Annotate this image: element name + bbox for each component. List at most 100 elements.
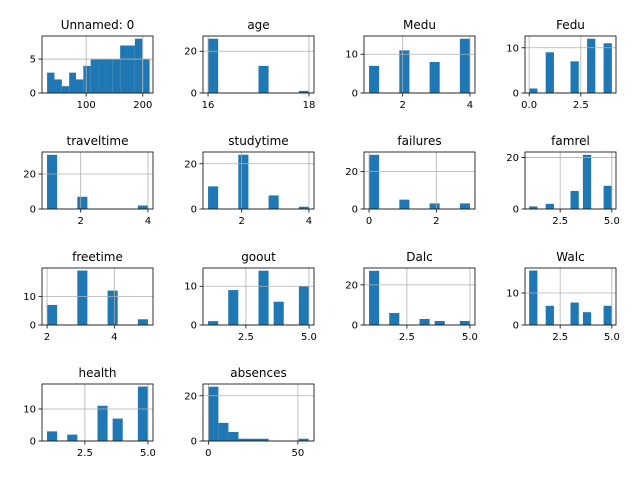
y-tick-label: 20 — [506, 153, 519, 164]
x-tick-label: 2 — [433, 216, 439, 227]
subplot-title: Dalc — [406, 250, 433, 264]
histogram-bar — [434, 320, 445, 325]
y-tick-label: 20 — [184, 159, 197, 170]
x-tick-label: 2.5 — [573, 100, 589, 111]
y-tick-label: 0 — [30, 205, 36, 216]
x-tick-label: 2 — [238, 216, 244, 227]
y-tick-label: 10 — [506, 288, 519, 299]
y-tick-label: 0 — [352, 321, 358, 332]
histogram-bar — [112, 59, 121, 93]
histogram-bar — [459, 320, 470, 325]
x-tick-label: 5.0 — [301, 332, 317, 343]
subplot-fedu: Fedu 0.0 2.5 0 10 — [506, 18, 617, 111]
histogram-bar — [545, 305, 554, 325]
y-tick-label: 0 — [191, 321, 197, 332]
x-tick-label: 5.0 — [604, 216, 620, 227]
subplot-walc: Walc 2.5 5.0 0 10 — [506, 250, 620, 343]
histogram-bar — [228, 431, 239, 441]
y-tick-label: 0 — [191, 89, 197, 100]
y-tick-label: 0 — [352, 205, 358, 216]
y-tick-label: 10 — [506, 43, 519, 54]
histogram-bar — [208, 386, 219, 441]
histogram-bar — [529, 88, 538, 93]
x-tick-label: 2 — [77, 216, 83, 227]
histogram-bar — [389, 312, 400, 325]
histogram-bar — [83, 65, 91, 93]
histogram-bar — [587, 38, 596, 93]
histogram-bar — [67, 434, 78, 441]
histogram-bar — [97, 405, 108, 441]
axes-frame — [202, 151, 315, 210]
y-tick-label: 0 — [513, 321, 519, 332]
y-tick-label: 5 — [30, 55, 36, 66]
histogram-bar — [134, 38, 143, 93]
histogram-bar — [75, 79, 84, 93]
y-tick-label: 20 — [345, 167, 358, 178]
histogram-bar — [273, 301, 284, 325]
histogram-bar — [459, 38, 470, 93]
y-tick-label: 20 — [345, 280, 358, 291]
x-tick-label: 100 — [77, 100, 96, 111]
histogram-bar — [142, 59, 150, 93]
histogram-bar — [429, 61, 440, 93]
subplot-goout: goout 2.5 5.0 0 10 — [184, 250, 317, 343]
histogram-bar — [570, 61, 579, 93]
histogram-bar — [208, 321, 219, 325]
y-tick-label: 0 — [191, 437, 197, 448]
histogram-bar — [268, 195, 279, 209]
histogram-bar — [298, 90, 309, 93]
histogram-bar — [258, 65, 269, 93]
x-tick-label: 4 — [306, 216, 312, 227]
histogram-bar — [545, 52, 554, 93]
subplot-freetime: freetime 2 4 0 10 — [23, 250, 154, 343]
subplot-title: freetime — [72, 250, 123, 264]
histogram-bar — [54, 79, 62, 93]
histogram-bar — [298, 438, 309, 441]
histogram-bar — [238, 154, 249, 209]
y-tick-label: 0 — [352, 89, 358, 100]
histogram-bar — [61, 86, 70, 93]
x-tick-label: 5.0 — [604, 332, 620, 343]
x-tick-label: 2.5 — [238, 332, 254, 343]
histogram-bar — [459, 203, 470, 209]
histogram-bar — [419, 318, 430, 325]
y-tick-label: 0 — [30, 321, 36, 332]
x-tick-label: 0 — [205, 448, 211, 459]
x-tick-label: 4 — [467, 100, 473, 111]
y-tick-label: 0 — [513, 89, 519, 100]
x-tick-label: 16 — [202, 100, 215, 111]
subplot-title: goout — [241, 250, 276, 264]
x-tick-label: 0.0 — [521, 100, 537, 111]
axes-frame — [202, 35, 315, 94]
histogram-bar — [90, 59, 99, 93]
histogram-bar — [238, 438, 249, 441]
histogram-bar — [399, 50, 410, 93]
histogram-bar — [69, 72, 76, 93]
histogram-bar — [137, 386, 148, 441]
subplot-title: failures — [397, 134, 441, 148]
axes-frame — [363, 267, 476, 326]
axes-frame — [524, 151, 617, 210]
histogram-bar — [570, 302, 579, 325]
histogram-bar — [369, 270, 380, 325]
subplot-title: Fedu — [556, 18, 585, 32]
histogram-bar — [529, 206, 538, 209]
axes-frame — [41, 267, 154, 326]
axes-frame — [524, 35, 617, 94]
histogram-bar — [120, 45, 128, 93]
histogram-bar — [77, 196, 88, 209]
y-tick-label: 10 — [184, 282, 197, 293]
histogram-bar — [369, 65, 380, 93]
x-tick-label: 4 — [111, 332, 117, 343]
histogram-bar — [603, 185, 612, 209]
histogram-bar — [208, 38, 219, 93]
histogram-bar — [570, 190, 579, 209]
histogram-bar — [248, 438, 259, 441]
histogram-bar — [369, 154, 380, 209]
x-tick-label: 18 — [303, 100, 316, 111]
histogram-bar — [258, 438, 269, 441]
subplot-title: traveltime — [67, 134, 129, 148]
subplot-title: health — [79, 366, 117, 380]
histogram-bar — [47, 154, 58, 209]
